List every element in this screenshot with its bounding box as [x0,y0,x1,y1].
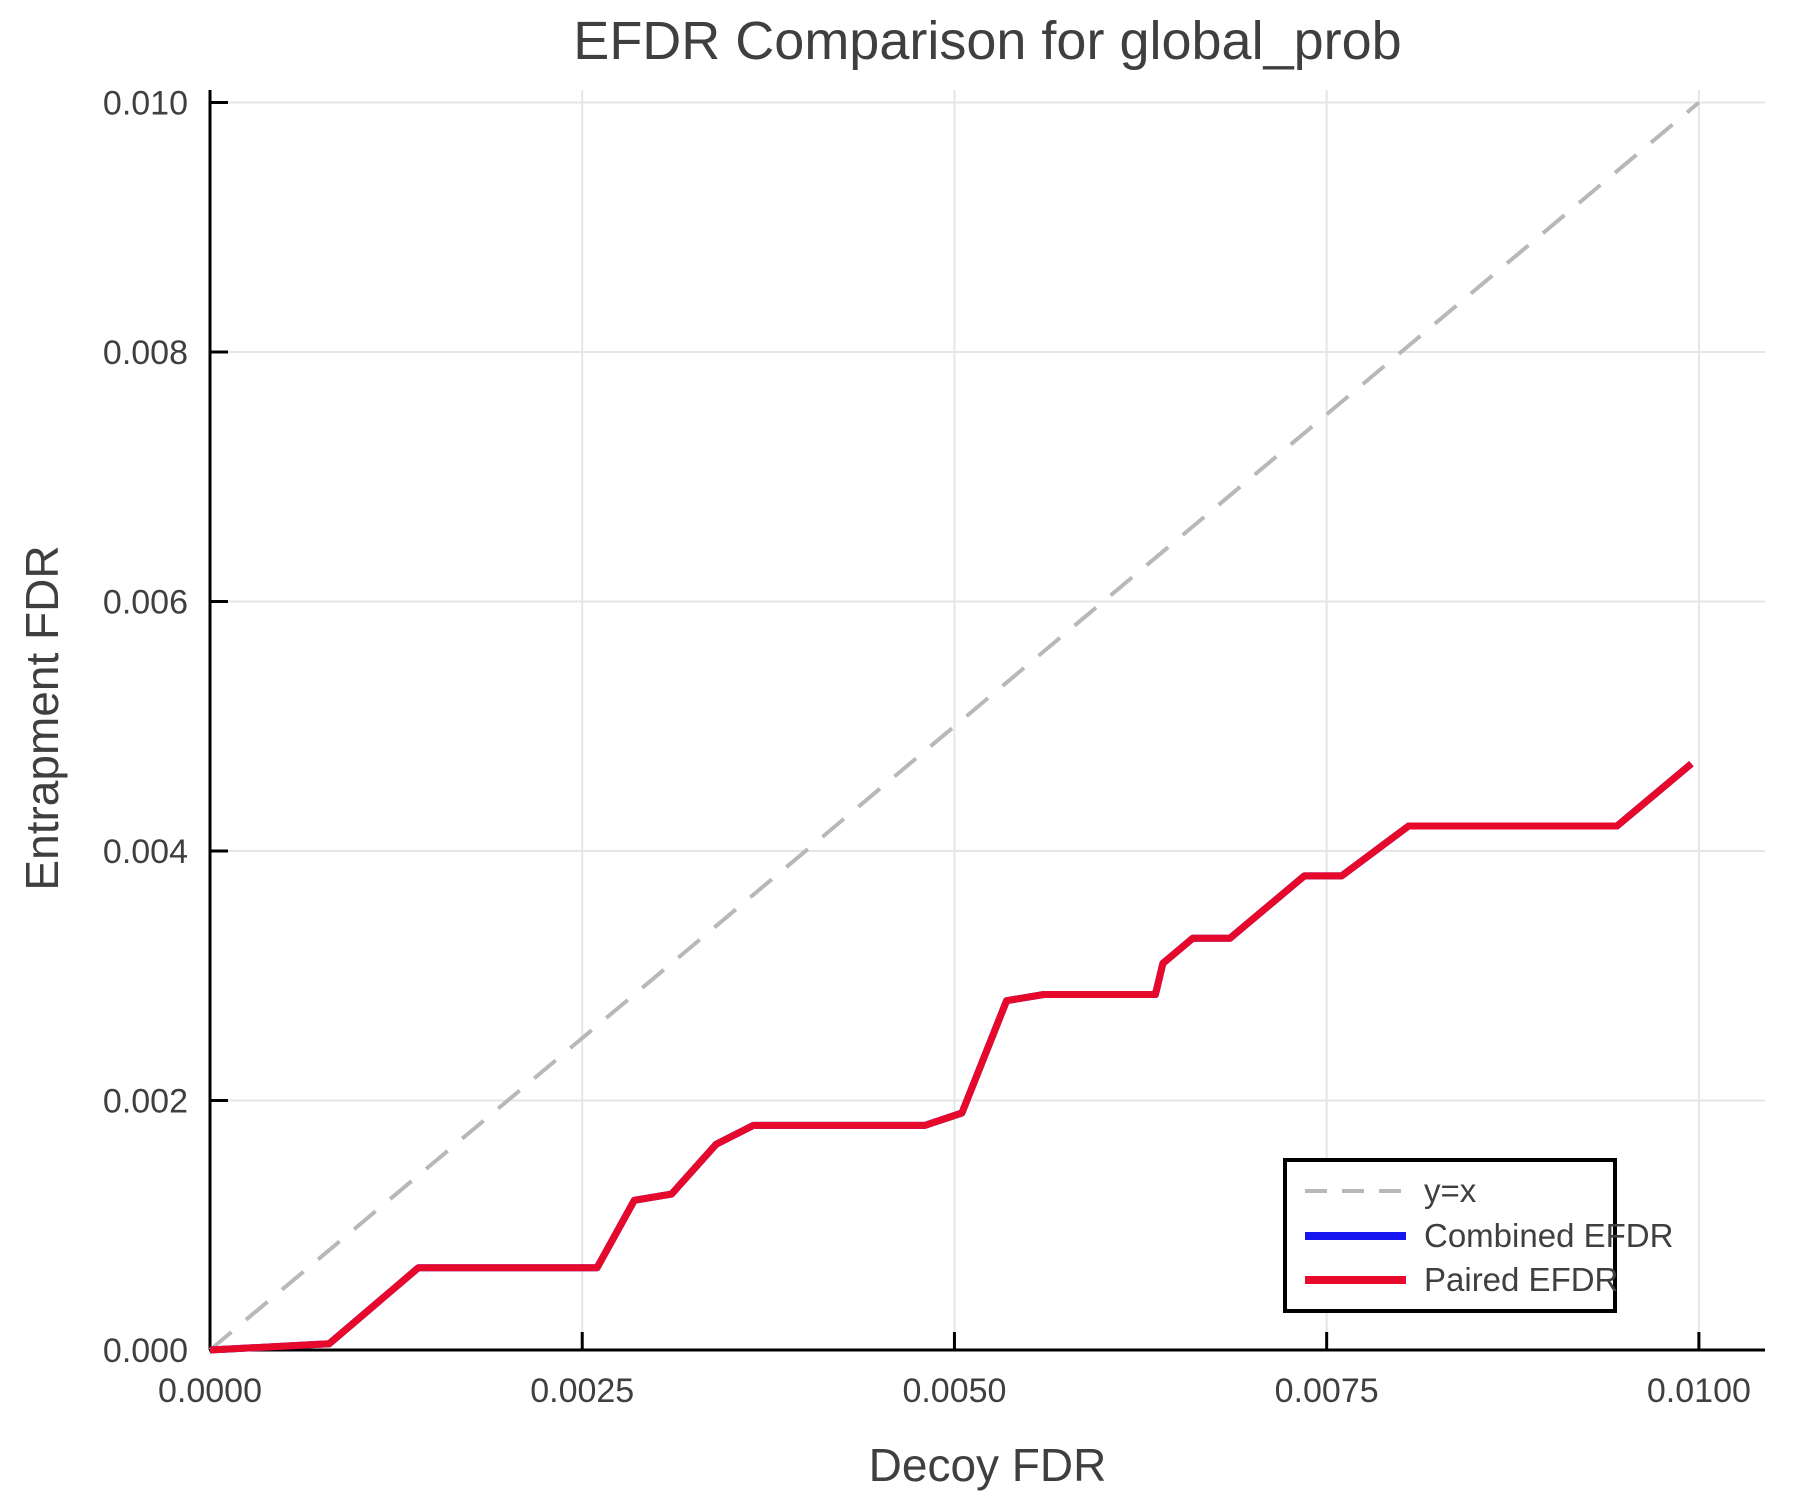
paired-efdr-line [209,761,1694,1354]
legend-label-combined: Combined EFDR [1424,1216,1674,1254]
y-tick-label: 0.010 [103,84,188,122]
combined-efdr-swatch [1305,1231,1406,1240]
identity-line [208,100,1701,1352]
paired-efdr-swatch [1305,1275,1406,1284]
legend-row-identity: y=x [1303,1172,1613,1210]
chart-title: EFDR Comparison for global_prob [573,11,1402,71]
x-tick-label: 0.0075 [1275,1372,1379,1410]
legend-row-combined: Combined EFDR [1303,1217,1673,1255]
legend: y=x Combined EFDR Paired EFDR [1283,1158,1673,1313]
legend-label-identity: y=x [1424,1172,1477,1210]
y-tick-label: 0.008 [103,334,188,372]
identity-line-swatch [1305,1189,1406,1194]
x-tick-label: 0.0025 [530,1372,634,1410]
y-axis-label: Entrapment FDR [16,545,68,891]
legend-row-paired: Paired EFDR [1303,1261,1618,1299]
x-tick-label: 0.0000 [158,1372,262,1410]
y-tick-label: 0.004 [103,833,188,871]
x-tick-label: 0.0050 [902,1372,1006,1410]
y-tick-label: 0.000 [103,1332,188,1370]
x-axis-label: Decoy FDR [868,1439,1107,1491]
y-tick-label: 0.002 [103,1082,188,1120]
legend-label-paired: Paired EFDR [1424,1260,1619,1298]
y-tick-label: 0.006 [103,583,188,621]
x-tick-label: 0.0100 [1647,1372,1751,1410]
